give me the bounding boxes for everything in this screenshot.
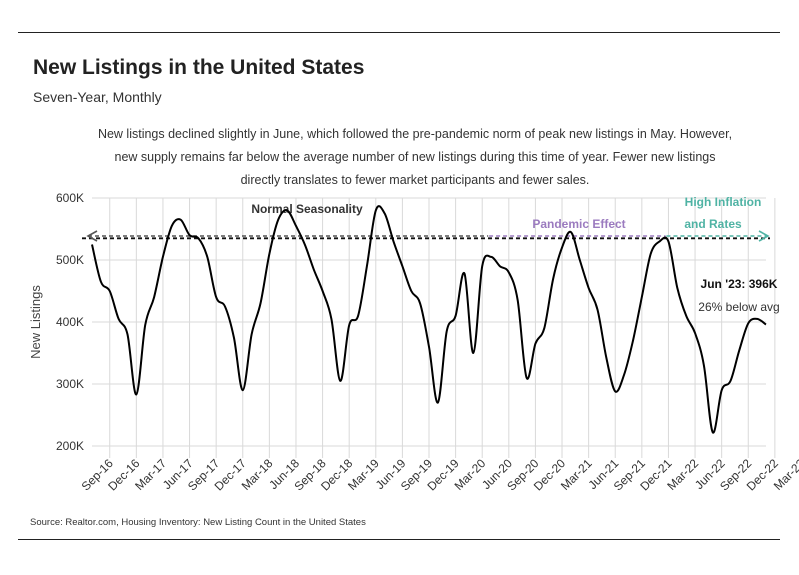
period-label-inflation-2: and Rates bbox=[684, 217, 742, 231]
annotation-detail: 26% below avg bbox=[698, 300, 779, 314]
description-line-2: new supply remains far below the average… bbox=[114, 150, 716, 164]
description-line-1: New listings declined slightly in June, … bbox=[97, 127, 733, 141]
y-tick-label: 500K bbox=[56, 253, 84, 267]
y-tick-label: 300K bbox=[56, 377, 84, 391]
y-axis-label: New Listings bbox=[28, 285, 43, 359]
annotation-title: Jun '23: 396K bbox=[701, 277, 778, 291]
chart-title: New Listings in the United States bbox=[33, 56, 365, 79]
period-arrowhead-right bbox=[758, 230, 770, 242]
description-line-3: directly translates to fewer market part… bbox=[240, 173, 590, 187]
y-tick-label: 400K bbox=[56, 315, 84, 329]
period-label-normal: Normal Seasonality bbox=[251, 202, 363, 216]
chart-subtitle: Seven-Year, Monthly bbox=[33, 89, 162, 105]
y-tick-label: 200K bbox=[56, 439, 84, 453]
period-label-inflation: High Inflation bbox=[685, 195, 762, 209]
bottom-rule bbox=[18, 539, 780, 540]
period-arrowhead-left bbox=[86, 230, 98, 242]
source-note: Source: Realtor.com, Housing Inventory: … bbox=[30, 517, 366, 528]
y-tick-label: 600K bbox=[56, 191, 84, 205]
top-rule bbox=[18, 32, 780, 33]
chart-description: New listings declined slightly in June, … bbox=[60, 123, 770, 192]
series-line-new-listings bbox=[91, 205, 767, 434]
period-label-pandemic: Pandemic Effect bbox=[532, 217, 625, 231]
